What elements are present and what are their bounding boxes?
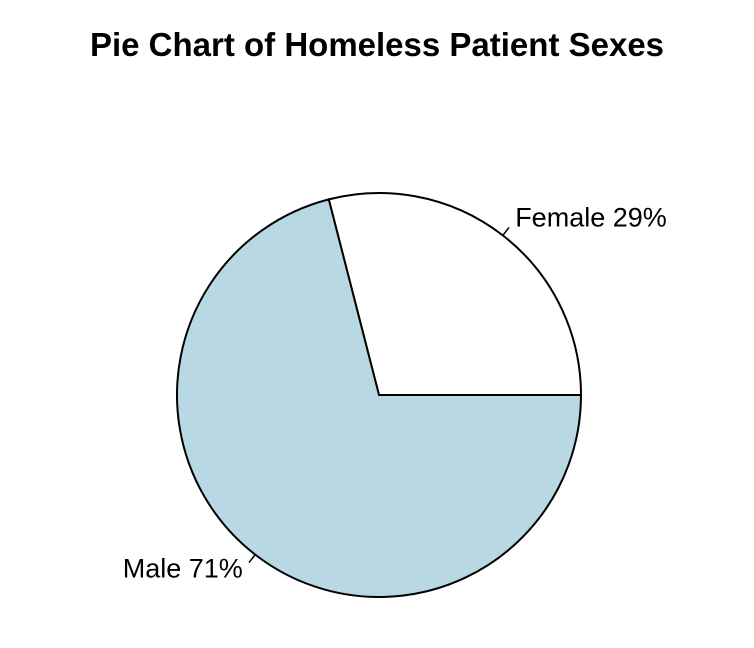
pie-leader-lines [248,226,510,564]
leader-line-male [248,554,256,564]
pie-slices [176,192,582,598]
slice-label-male: Male 71% [123,554,243,584]
slice-label-female: Female 29% [515,203,667,233]
pie-slice-male [176,198,582,598]
chart-title: Pie Chart of Homeless Patient Sexes [89,26,665,63]
leader-line-female [502,226,510,236]
pie-labels: Female 29% Male 71% [123,203,667,584]
